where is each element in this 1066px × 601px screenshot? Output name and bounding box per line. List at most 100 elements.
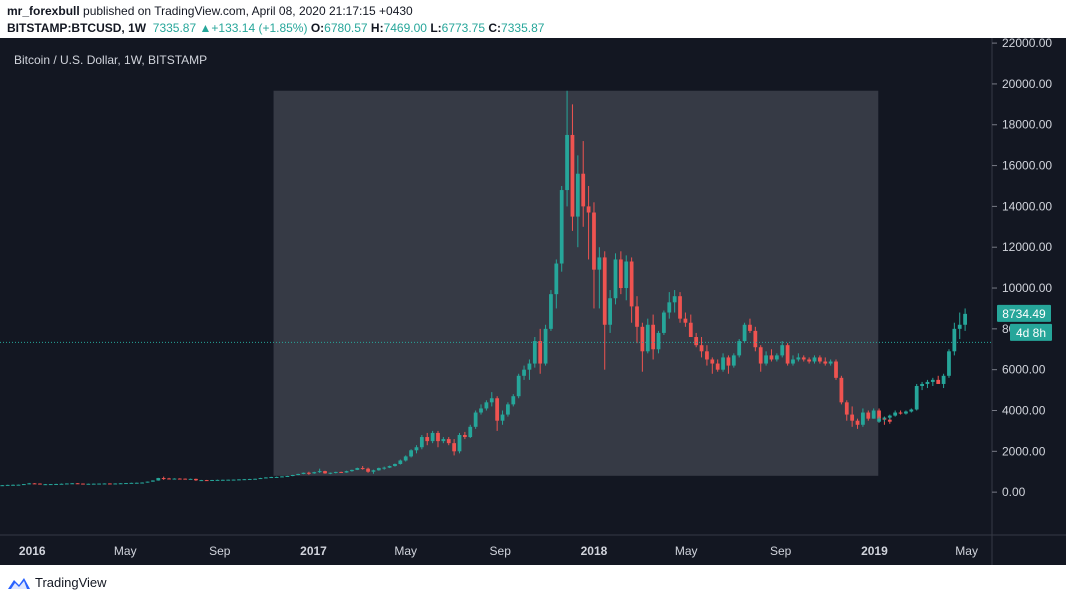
candle-down[interactable] (177, 478, 182, 480)
candle-up[interactable] (489, 398, 494, 403)
candle-up[interactable] (457, 434, 462, 452)
candle-down[interactable] (75, 483, 80, 485)
candle-up[interactable] (134, 482, 139, 484)
candle-up[interactable] (215, 479, 220, 481)
candle-down[interactable] (194, 478, 198, 481)
candle-up[interactable] (409, 450, 413, 457)
candle-up[interactable] (871, 410, 876, 419)
candle-up[interactable] (350, 469, 354, 472)
candle-up[interactable] (780, 345, 785, 356)
candle-up[interactable] (522, 369, 526, 376)
candle-up[interactable] (764, 355, 768, 364)
candle-up[interactable] (11, 484, 15, 486)
candle-up[interactable] (48, 484, 53, 486)
candle-up[interactable] (199, 480, 204, 482)
candle-down[interactable] (640, 326, 645, 352)
candle-down[interactable] (785, 345, 790, 364)
candle-up[interactable] (925, 381, 930, 384)
candle-up[interactable] (5, 484, 10, 486)
candle-up[interactable] (285, 476, 290, 478)
candle-up[interactable] (398, 460, 403, 464)
candle-down[interactable] (602, 257, 607, 325)
candle-up[interactable] (516, 375, 521, 397)
candle-up[interactable] (742, 324, 747, 342)
candle-up[interactable] (882, 417, 887, 419)
candle-up[interactable] (500, 414, 505, 421)
candle-up[interactable] (64, 483, 69, 485)
candle-down[interactable] (715, 363, 720, 370)
candle-up[interactable] (210, 479, 214, 481)
candle-up[interactable] (0, 485, 5, 487)
candle-up[interactable] (613, 259, 618, 299)
candle-up[interactable] (258, 478, 263, 480)
candle-up[interactable] (344, 471, 349, 473)
candle-up[interactable] (312, 472, 317, 474)
candle-up[interactable] (828, 361, 833, 364)
candle-down[interactable] (107, 483, 112, 485)
candle-up[interactable] (317, 471, 322, 473)
candle-up[interactable] (565, 134, 569, 191)
candle-down[interactable] (446, 439, 451, 444)
candle-up[interactable] (920, 383, 924, 387)
candle-up[interactable] (145, 481, 150, 483)
candle-up[interactable] (113, 483, 118, 485)
candle-down[interactable] (360, 468, 365, 470)
candle-up[interactable] (484, 402, 489, 409)
candle-up[interactable] (468, 426, 473, 438)
candle-down[interactable] (710, 359, 715, 364)
candle-up[interactable] (188, 478, 193, 480)
candle-down[interactable] (436, 432, 440, 442)
candle-up[interactable] (506, 404, 510, 415)
candle-up[interactable] (511, 396, 516, 405)
candle-up[interactable] (430, 432, 435, 442)
candle-down[interactable] (855, 420, 860, 425)
candle-up[interactable] (812, 357, 817, 362)
candle-up[interactable] (479, 408, 483, 413)
candle-up[interactable] (403, 456, 408, 461)
symbol-label[interactable]: BITSTAMP:BTCUSD, 1W (7, 21, 147, 35)
candle-up[interactable] (376, 468, 381, 471)
candle-up[interactable] (930, 379, 935, 382)
candle-down[interactable] (758, 347, 763, 364)
candle-up[interactable] (393, 463, 397, 467)
candle-down[interactable] (936, 379, 941, 384)
candle-down[interactable] (462, 434, 467, 438)
candle-up[interactable] (887, 415, 892, 418)
candle-up[interactable] (220, 479, 225, 481)
candle-up[interactable] (947, 351, 951, 376)
candle-up[interactable] (355, 468, 360, 470)
chart-area[interactable]: 22000.00 20000.00 18000.00 16000.00 14000.00… (0, 36, 1066, 565)
candle-up[interactable] (296, 473, 301, 475)
candle-up[interactable] (597, 257, 602, 270)
candle-down[interactable] (495, 398, 500, 421)
candle-up[interactable] (914, 386, 919, 410)
candle-down[interactable] (683, 318, 688, 323)
candle-up[interactable] (861, 412, 865, 425)
candle-up[interactable] (667, 302, 672, 313)
highlight-rectangle[interactable] (273, 90, 879, 476)
candle-up[interactable] (941, 375, 946, 384)
candle-down[interactable] (678, 296, 682, 319)
candlestick-chart[interactable]: 22000.00 20000.00 18000.00 16000.00 14000.00… (0, 36, 1066, 565)
candle-up[interactable] (419, 437, 424, 448)
candle-up[interactable] (575, 173, 580, 217)
candle-up[interactable] (172, 478, 177, 480)
candle-up[interactable] (274, 476, 279, 478)
candle-down[interactable] (817, 357, 822, 362)
candle-up[interactable] (791, 359, 795, 364)
price-axis[interactable] (992, 38, 1066, 535)
candle-up[interactable] (387, 466, 392, 468)
candle-up[interactable] (269, 477, 274, 479)
candle-up[interactable] (118, 483, 123, 485)
candle-up[interactable] (796, 357, 801, 360)
candle-down[interactable] (38, 483, 42, 485)
candle-up[interactable] (263, 477, 268, 479)
candle-up[interactable] (774, 355, 779, 360)
candle-up[interactable] (877, 418, 881, 422)
candle-down[interactable] (452, 443, 457, 452)
candle-up[interactable] (721, 357, 725, 370)
candle-up[interactable] (16, 484, 21, 486)
candle-up[interactable] (43, 484, 48, 486)
candle-down[interactable] (538, 341, 543, 364)
candle-up[interactable] (247, 478, 252, 480)
